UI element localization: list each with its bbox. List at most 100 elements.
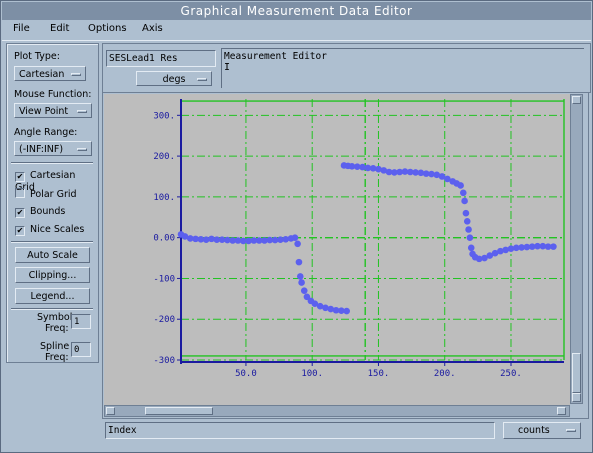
data-point bbox=[486, 252, 494, 259]
data-point bbox=[218, 236, 226, 243]
data-point bbox=[518, 244, 525, 251]
units-select[interactable]: degs bbox=[136, 71, 212, 86]
dataset-name-field[interactable]: SESLead1 Res bbox=[106, 50, 216, 67]
data-point bbox=[311, 300, 319, 308]
data-point bbox=[255, 237, 263, 244]
measurement-plot[interactable]: 300. 200. 100. 0.00 -100 -200 -300 50.0 100. 150.… bbox=[104, 94, 570, 405]
scroll-down-arrow-icon[interactable] bbox=[572, 393, 581, 402]
x-tick-label: 100. bbox=[301, 369, 323, 379]
data-point bbox=[271, 236, 279, 244]
angle-range-label: Angle Range: bbox=[14, 127, 78, 138]
data-point bbox=[261, 237, 268, 244]
data-point bbox=[202, 236, 210, 243]
data-point bbox=[459, 189, 467, 197]
mouse-function-select[interactable]: View Point bbox=[14, 103, 92, 118]
auto-scale-button[interactable]: Auto Scale bbox=[15, 247, 90, 263]
x-tick-label: 50.0 bbox=[235, 369, 257, 379]
data-point bbox=[266, 236, 274, 244]
data-point bbox=[467, 244, 475, 252]
x-axis-field[interactable]: Index bbox=[105, 422, 495, 439]
data-point bbox=[300, 287, 308, 294]
scroll-left-arrow-icon[interactable] bbox=[106, 407, 115, 415]
y-tick-label: -100 bbox=[153, 274, 175, 284]
data-point bbox=[332, 306, 340, 314]
mouse-function-label: Mouse Function: bbox=[14, 89, 92, 100]
data-points[interactable] bbox=[177, 162, 557, 315]
scroll-up-arrow-icon[interactable] bbox=[572, 96, 581, 104]
data-point bbox=[462, 209, 470, 217]
data-point bbox=[534, 242, 541, 250]
data-point bbox=[229, 237, 236, 244]
data-point bbox=[208, 235, 215, 243]
data-point bbox=[369, 165, 377, 172]
data-point bbox=[457, 182, 464, 189]
menu-bar: File Edit Options Axis bbox=[2, 20, 591, 41]
bounds-label: Bounds bbox=[30, 206, 66, 217]
data-point bbox=[466, 234, 474, 241]
data-point bbox=[282, 235, 289, 243]
data-point bbox=[385, 168, 393, 176]
cartesian-grid-label: Cartesian Grid bbox=[15, 170, 76, 193]
data-point bbox=[245, 237, 252, 245]
polar-grid-toggle[interactable]: Polar Grid bbox=[15, 188, 77, 200]
plot-type-select[interactable]: Cartesian bbox=[14, 66, 86, 81]
y-tick-label: 200. bbox=[153, 152, 175, 162]
cartesian-grid-toggle[interactable]: ✔ Cartesian Grid bbox=[15, 170, 98, 193]
data-point bbox=[250, 237, 258, 244]
data-point bbox=[338, 307, 345, 314]
y-tick-label: -300 bbox=[153, 356, 175, 366]
data-point bbox=[475, 255, 483, 263]
divider bbox=[11, 162, 93, 164]
scroll-right-arrow-icon[interactable] bbox=[557, 407, 566, 415]
y-tick-label: -200 bbox=[153, 315, 175, 325]
nice-scales-label: Nice Scales bbox=[30, 224, 85, 235]
bounds-toggle[interactable]: ✔ Bounds bbox=[15, 206, 65, 218]
data-point bbox=[463, 218, 471, 225]
spline-freq-input[interactable]: 0 bbox=[71, 342, 91, 357]
data-point bbox=[438, 173, 446, 180]
option-menu-indicator-icon bbox=[77, 148, 87, 151]
data-point bbox=[186, 235, 194, 242]
legend-button[interactable]: Legend... bbox=[15, 288, 90, 304]
vertical-scrollbar[interactable] bbox=[570, 94, 583, 404]
y-tick-label: 0.00 bbox=[153, 234, 175, 244]
data-point bbox=[550, 243, 557, 250]
menu-edit[interactable]: Edit bbox=[50, 23, 70, 34]
plot-axes: 300. 200. 100. 0.00 -100 -200 -300 50.0 100. 150.… bbox=[153, 99, 564, 379]
data-point bbox=[539, 242, 547, 250]
nice-scales-toggle[interactable]: ✔ Nice Scales bbox=[15, 224, 84, 236]
plot-type-label: Plot Type: bbox=[14, 51, 60, 62]
data-point bbox=[364, 164, 372, 172]
data-point bbox=[444, 175, 451, 183]
control-panel: Plot Type: Cartesian Mouse Function: Vie… bbox=[6, 43, 99, 363]
data-point bbox=[528, 243, 536, 250]
data-point bbox=[348, 162, 356, 170]
option-menu-indicator-icon bbox=[71, 73, 81, 76]
measurement-editor-area[interactable]: Measurement Editor I bbox=[221, 48, 584, 88]
plot-type-value: Cartesian bbox=[19, 69, 65, 80]
horizontal-scrollbar[interactable] bbox=[104, 405, 570, 417]
data-point bbox=[507, 245, 515, 252]
symbol-freq-input[interactable]: 1 bbox=[71, 314, 91, 329]
angle-range-select[interactable]: (-INF:INF) bbox=[14, 141, 92, 156]
x-units-select[interactable]: counts bbox=[503, 422, 581, 439]
data-point bbox=[298, 279, 305, 286]
horizontal-scroll-thumb[interactable] bbox=[145, 407, 213, 415]
data-point bbox=[294, 240, 301, 248]
vertical-scroll-thumb[interactable] bbox=[572, 353, 581, 393]
clipping-button[interactable]: Clipping... bbox=[15, 267, 90, 283]
data-point bbox=[491, 249, 499, 257]
data-point bbox=[181, 233, 189, 240]
menu-options[interactable]: Options bbox=[88, 23, 127, 34]
x-tick-label: 250. bbox=[500, 369, 522, 379]
menu-file[interactable]: File bbox=[13, 23, 30, 34]
data-point bbox=[295, 258, 303, 266]
window-title: Graphical Measurement Data Editor bbox=[2, 2, 591, 21]
info-panel: SESLead1 Res degs Measurement Editor I bbox=[102, 43, 591, 93]
data-point bbox=[465, 226, 472, 233]
symbol-freq-label: Freq: bbox=[45, 323, 69, 334]
data-point bbox=[224, 236, 231, 244]
data-point bbox=[433, 171, 441, 179]
menu-axis[interactable]: Axis bbox=[142, 23, 163, 34]
x-units-value: counts bbox=[518, 425, 550, 436]
